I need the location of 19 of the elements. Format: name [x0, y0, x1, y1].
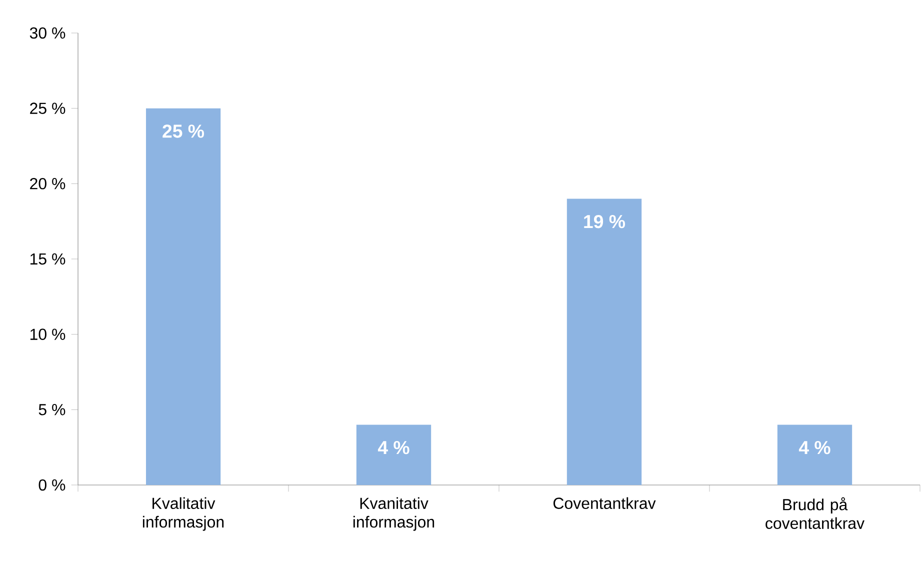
bar: [356, 424, 432, 485]
bar: [566, 198, 642, 485]
x-tick-label: Kvalitativ informasjon: [142, 497, 224, 531]
x-tick-label: Kvanitativ informasjon: [353, 497, 434, 531]
data-label: 4 %: [798, 440, 830, 454]
y-tick-label: 30 %: [30, 27, 66, 39]
y-tick-label: 0 %: [38, 479, 66, 491]
x-tick-label: Brudd på coventantkrav: [766, 497, 864, 529]
data-label: 4 %: [378, 440, 410, 454]
y-tick-label: 15 %: [30, 253, 66, 265]
bar: [146, 108, 221, 485]
bar: [777, 424, 852, 485]
x-tick-label: Coventantkrav: [553, 497, 656, 509]
data-label: 25 %: [162, 124, 204, 138]
y-tick-label: 5 %: [38, 404, 66, 416]
y-tick-label: 25 %: [30, 102, 66, 114]
y-tick-label: 10 %: [30, 328, 66, 340]
y-tick-label: 20 %: [30, 178, 66, 190]
data-label: 19 %: [584, 214, 625, 228]
